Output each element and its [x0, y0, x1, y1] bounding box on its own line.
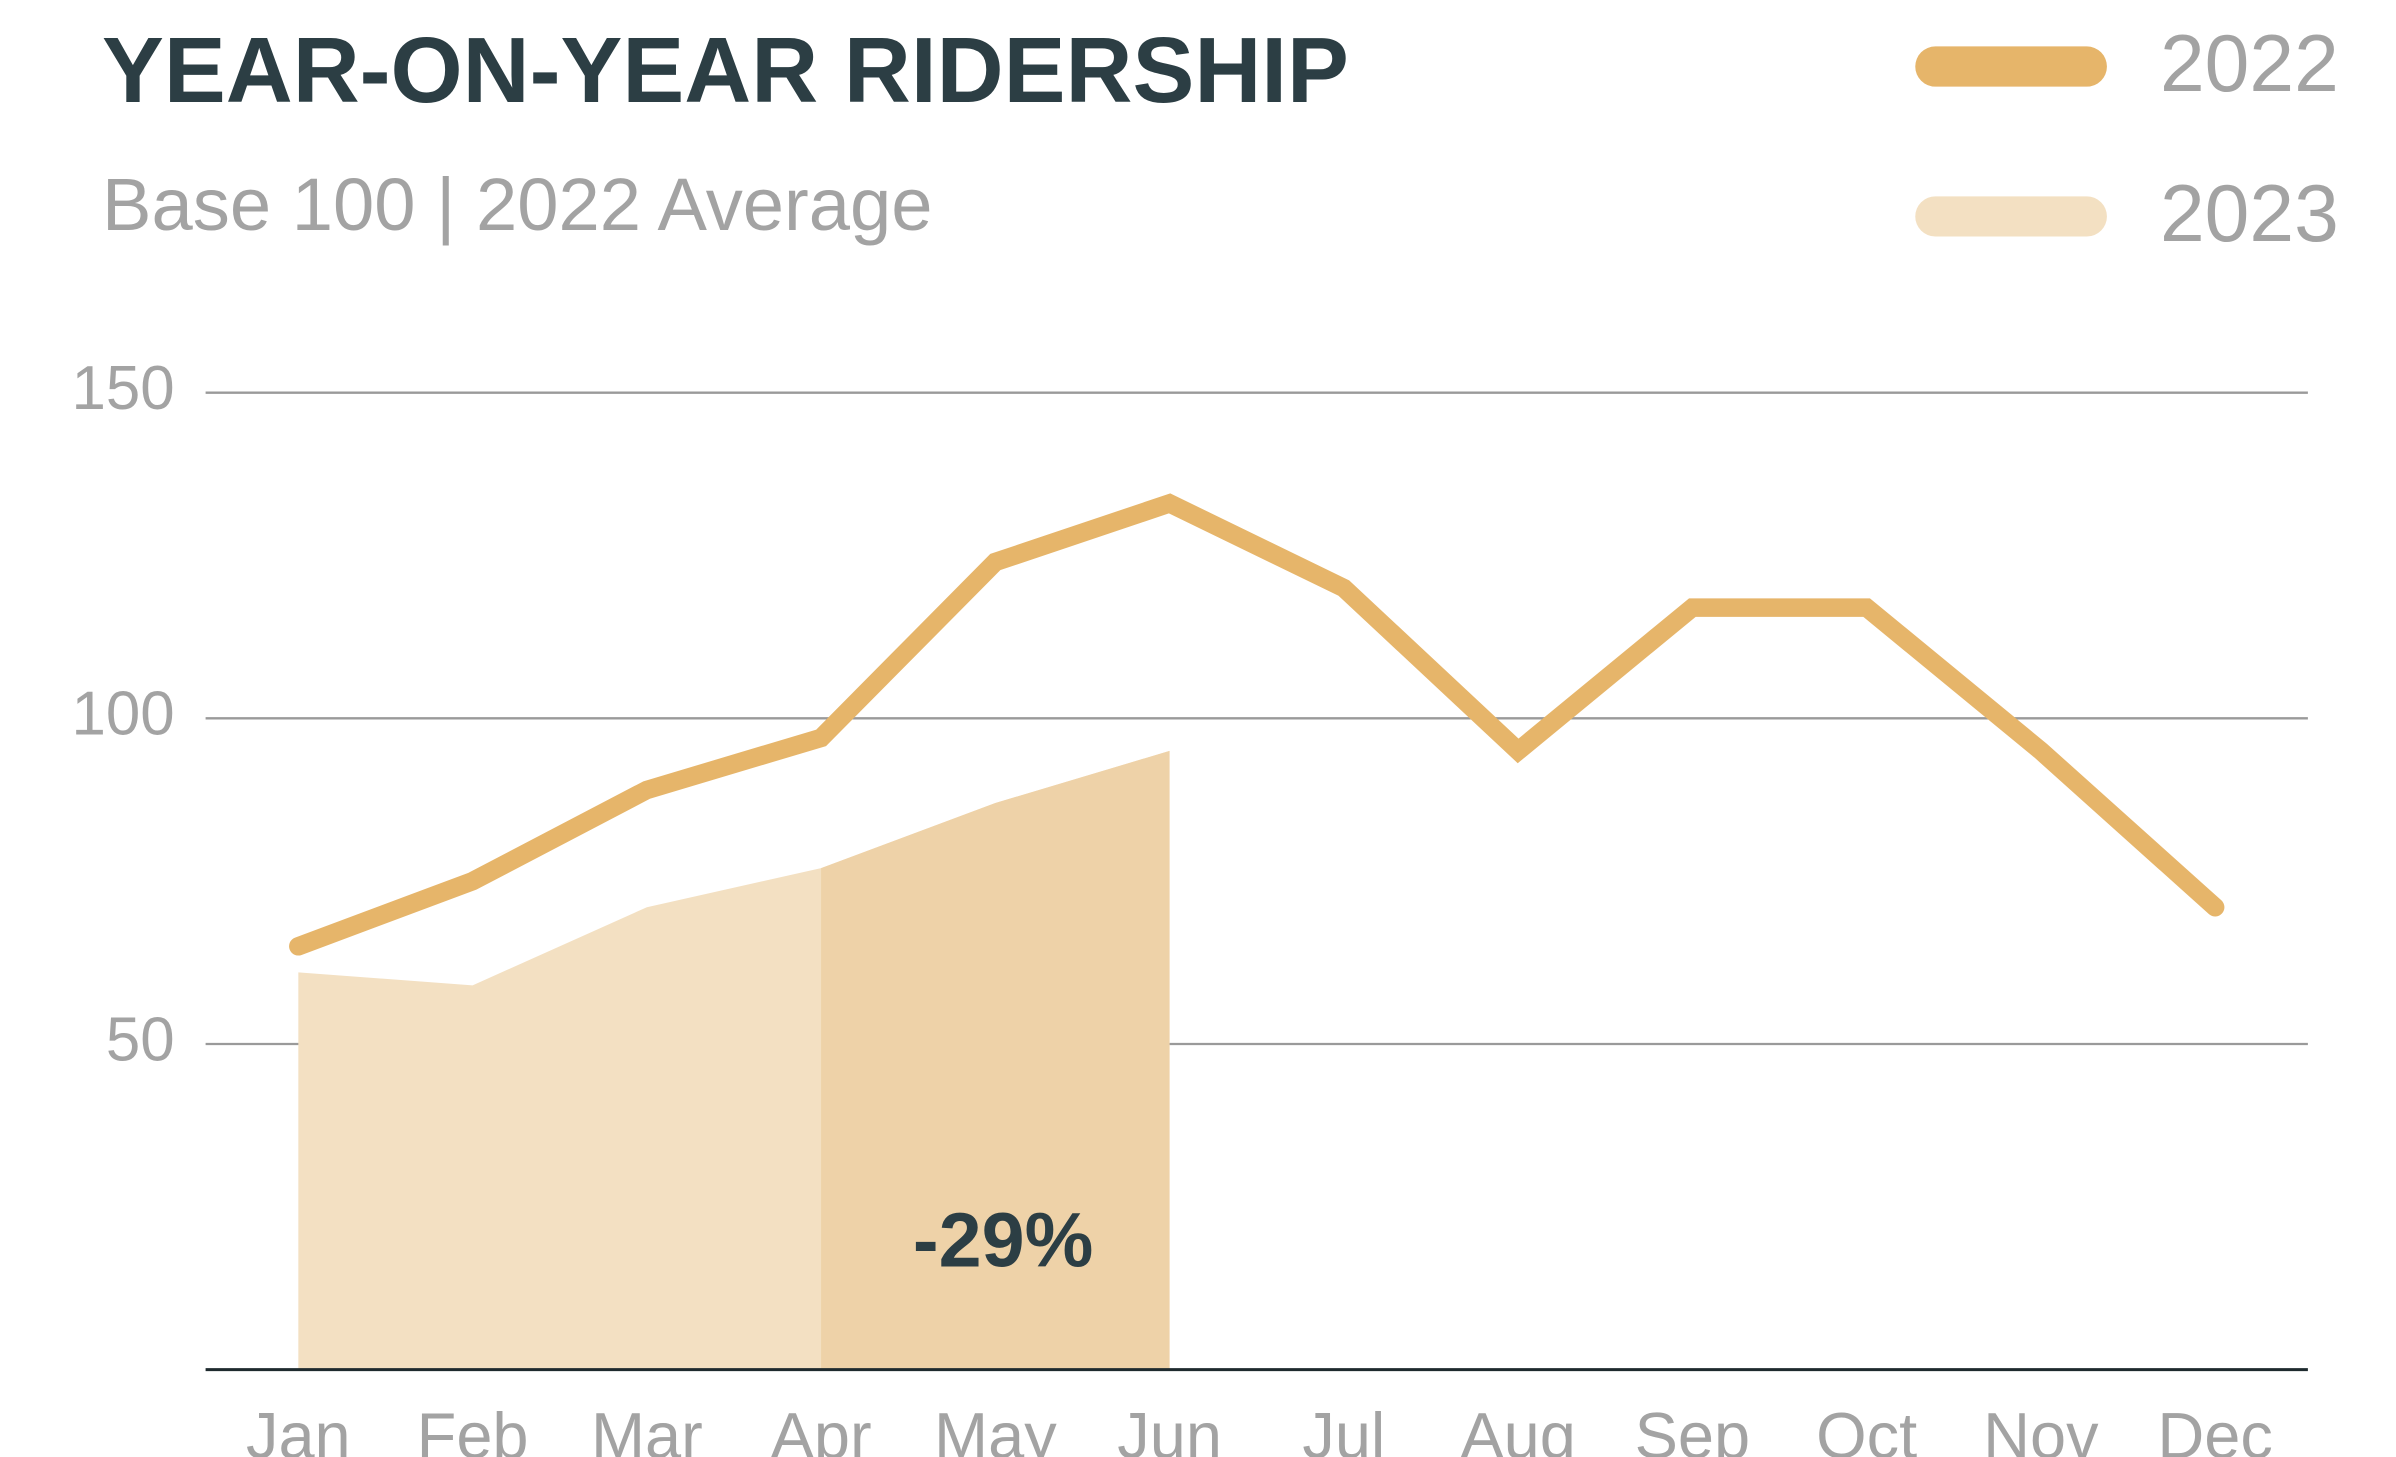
x-tick-label: Sep [1635, 1399, 1751, 1457]
highlight-band [821, 750, 1170, 1370]
x-tick-label: Apr [771, 1399, 872, 1457]
x-tick-label: Feb [417, 1399, 529, 1457]
x-tick-label: Dec [2157, 1399, 2272, 1457]
legend-label: 2023 [2160, 169, 2339, 259]
y-tick-label: 150 [72, 354, 175, 423]
chart-subtitle: Base 100 | 2022 Average [102, 163, 933, 246]
x-tick-label: Oct [1816, 1399, 1917, 1457]
x-tick-label: Jun [1117, 1399, 1222, 1457]
y-tick-label: 100 [72, 680, 175, 749]
x-tick-label: Mar [591, 1399, 703, 1457]
legend-label: 2022 [2160, 19, 2339, 109]
x-tick-label: Aug [1460, 1399, 1576, 1457]
x-tick-label: Jul [1302, 1399, 1385, 1457]
x-tick-label: May [934, 1399, 1057, 1457]
x-tick-label: Nov [1983, 1399, 2099, 1457]
highlight-label: -29% [913, 1197, 1093, 1283]
line-2022 [289, 493, 2225, 956]
chart-title: YEAR-ON-YEAR RIDERSHIP [102, 18, 1349, 122]
x-tick-label: Jan [246, 1399, 351, 1457]
y-tick-label: 50 [106, 1005, 175, 1074]
